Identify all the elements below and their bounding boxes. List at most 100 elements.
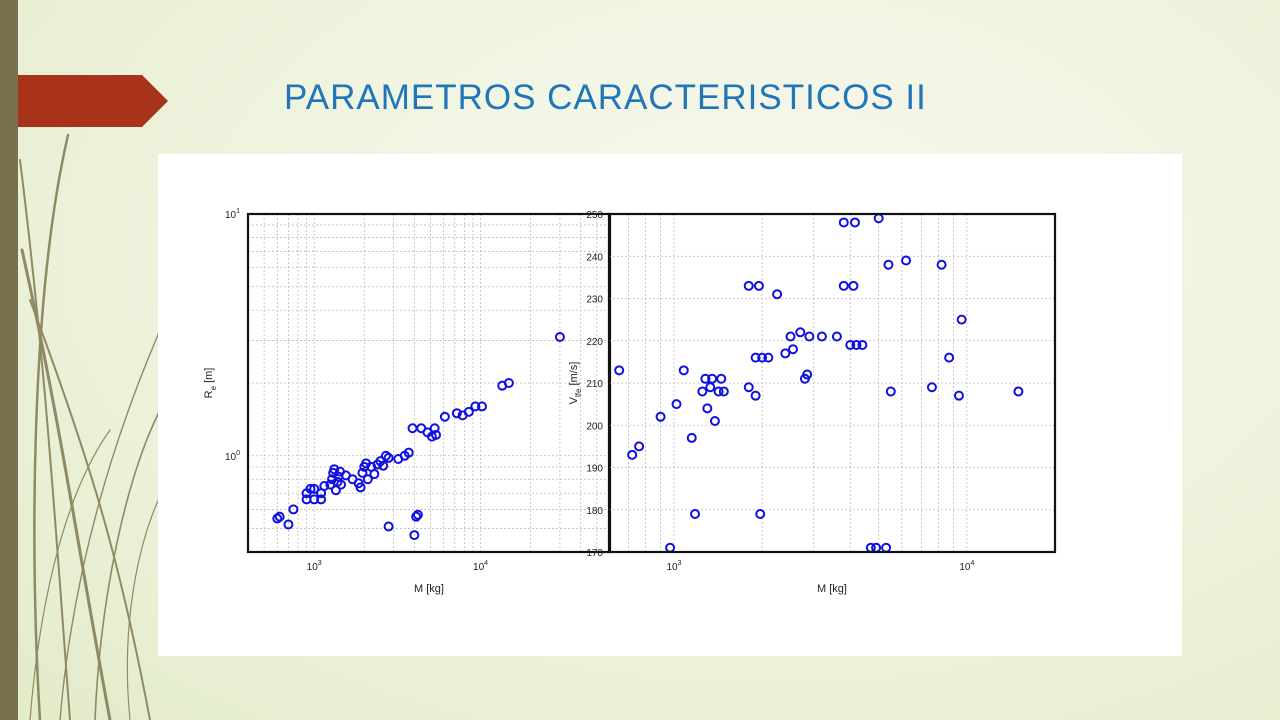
data-point <box>412 509 423 520</box>
data-point <box>780 348 791 359</box>
data-point <box>838 280 849 291</box>
data-point <box>755 508 766 519</box>
data-point <box>848 280 859 291</box>
y-tick-label: 101 <box>225 208 240 221</box>
x-tick-label: 104 <box>473 560 488 573</box>
data-point <box>690 508 701 519</box>
data-point <box>713 386 724 397</box>
y-tick-label: 230 <box>586 295 603 306</box>
data-point <box>362 474 373 485</box>
data-point <box>614 365 625 376</box>
data-point <box>357 467 368 478</box>
y-tick-label: 250 <box>586 210 603 221</box>
left-accent-bar <box>0 0 18 720</box>
data-point <box>926 382 937 393</box>
data-points <box>272 331 565 541</box>
data-point <box>795 327 806 338</box>
slide-title: PARAMETROS CARACTERISTICOS II <box>284 78 927 117</box>
data-point <box>451 408 462 419</box>
data-point <box>702 403 713 414</box>
grid-lines <box>608 213 1056 553</box>
data-point <box>881 542 892 553</box>
data-point <box>700 373 711 384</box>
y-tick-label: 100 <box>225 450 240 463</box>
data-point <box>671 399 682 410</box>
data-point <box>470 401 481 412</box>
y-tick-label: 240 <box>586 252 603 263</box>
data-point <box>804 331 815 342</box>
y-axis-label: Re [m] <box>203 368 218 399</box>
y-tick-label: 210 <box>586 379 603 390</box>
y-tick-label: 190 <box>586 464 603 475</box>
data-point <box>439 411 450 422</box>
data-point <box>763 352 774 363</box>
data-point <box>463 406 474 417</box>
data-point <box>845 339 856 350</box>
data-point <box>665 542 676 553</box>
data-point <box>336 479 347 490</box>
data-point <box>788 344 799 355</box>
scatter-chart-1: 103 104 100 101 M [kg] Re [m] <box>203 208 612 595</box>
data-point <box>885 386 896 397</box>
data-point <box>476 401 487 412</box>
data-point <box>849 217 860 228</box>
x-tick-label: 103 <box>666 560 681 573</box>
data-point <box>407 423 418 434</box>
data-point <box>831 331 842 342</box>
data-point <box>503 378 514 388</box>
data-point <box>378 460 389 471</box>
data-point <box>716 373 727 384</box>
data-point <box>305 483 316 494</box>
x-tick-label: 103 <box>307 560 322 573</box>
data-point <box>753 280 764 291</box>
data-point <box>750 352 761 363</box>
data-point <box>1013 386 1024 397</box>
data-point <box>816 331 827 342</box>
data-point <box>383 452 394 463</box>
plot-frame <box>607 212 1057 554</box>
data-point <box>838 217 849 228</box>
data-point <box>627 449 638 460</box>
x-axis-label: M [kg] <box>817 583 847 595</box>
data-point <box>274 511 285 522</box>
data-point <box>697 386 708 397</box>
title-arrow-marker <box>18 75 168 127</box>
decorative-grass-lines <box>19 133 176 720</box>
data-point <box>403 447 414 458</box>
data-point <box>634 441 645 452</box>
data-point <box>383 521 394 532</box>
data-point <box>953 390 964 401</box>
y-tick-label: 180 <box>586 506 603 517</box>
data-point <box>857 339 868 350</box>
data-point <box>901 255 912 266</box>
charts-svg: 103 104 100 101 M [kg] Re [m] 103 104 170 180 190 2… <box>203 208 1057 595</box>
data-point <box>956 314 967 325</box>
y-tick-label: 220 <box>586 337 603 348</box>
data-point <box>309 494 320 505</box>
data-point <box>429 423 440 434</box>
data-point <box>883 259 894 270</box>
data-point <box>409 530 420 541</box>
data-point <box>705 382 716 393</box>
data-point <box>316 494 327 505</box>
data-point <box>678 365 689 376</box>
data-point <box>709 416 720 427</box>
data-point <box>936 259 947 270</box>
y-tick-label: 170 <box>586 548 603 559</box>
x-tick-label: 104 <box>959 560 974 573</box>
x-axis-label: M [kg] <box>414 583 444 595</box>
data-point <box>743 382 754 393</box>
data-point <box>309 483 320 494</box>
data-point <box>288 504 299 515</box>
grid-lines <box>247 213 611 553</box>
data-point <box>283 519 294 530</box>
data-point <box>743 280 754 291</box>
y-tick-label: 200 <box>586 421 603 432</box>
data-point <box>750 390 761 401</box>
data-point <box>944 352 955 363</box>
data-point <box>411 511 422 522</box>
data-point <box>329 464 340 475</box>
data-point <box>757 352 768 363</box>
data-point <box>431 429 442 440</box>
